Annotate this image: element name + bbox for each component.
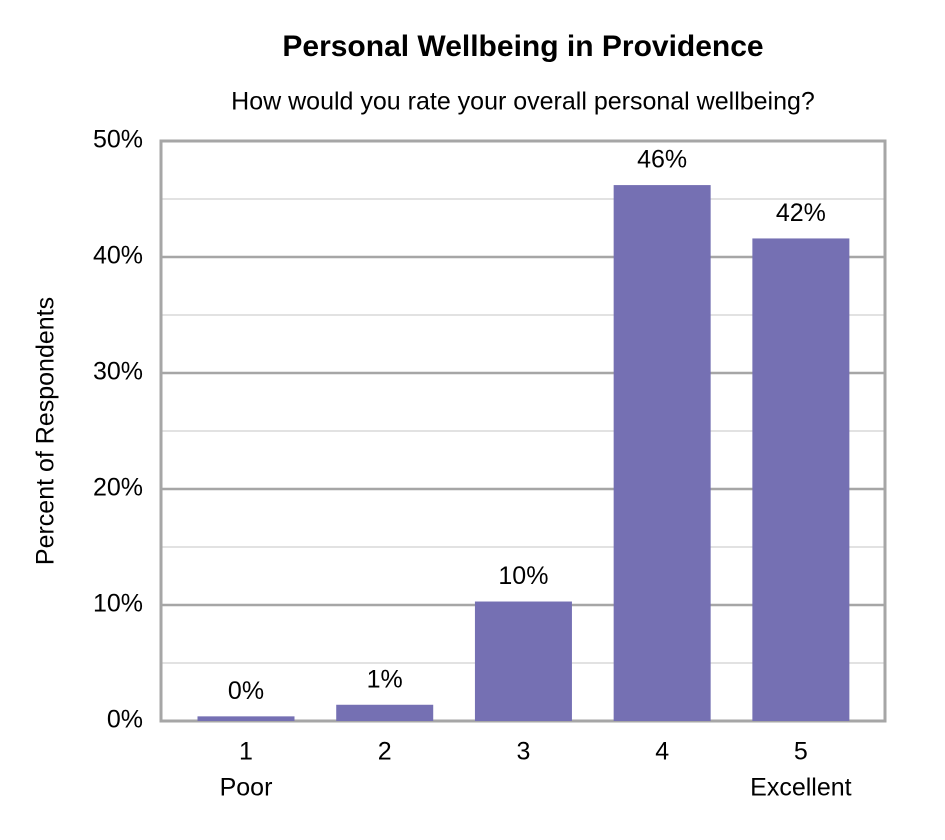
y-tick-label: 0%	[107, 706, 143, 734]
bar	[474, 601, 572, 721]
y-tick-label: 10%	[93, 590, 143, 618]
y-tick-label: 20%	[93, 474, 143, 502]
x-tick-sublabel: Excellent	[750, 774, 851, 802]
data-label: 0%	[228, 677, 264, 705]
x-tick-label: 4	[655, 738, 669, 766]
data-label: 46%	[637, 146, 687, 174]
y-tick-label: 50%	[93, 126, 143, 154]
y-tick-label: 40%	[93, 242, 143, 270]
x-tick-label: 3	[516, 738, 530, 766]
bar	[336, 704, 434, 721]
bar	[752, 238, 850, 721]
chart-subtitle: How would you rate your overall personal…	[231, 88, 815, 116]
data-label: 1%	[367, 665, 403, 693]
data-label: 42%	[776, 199, 826, 227]
data-label: 10%	[498, 562, 548, 590]
bar	[197, 716, 295, 721]
y-tick-label: 30%	[93, 358, 143, 386]
y-axis-label: Percent of Respondents	[32, 297, 60, 565]
x-tick-label: 1	[239, 738, 253, 766]
x-tick-label: 5	[794, 738, 808, 766]
bar	[613, 185, 711, 721]
chart-title: Personal Wellbeing in Providence	[282, 30, 763, 63]
x-tick-label: 2	[378, 738, 392, 766]
x-tick-sublabel: Poor	[220, 774, 273, 802]
